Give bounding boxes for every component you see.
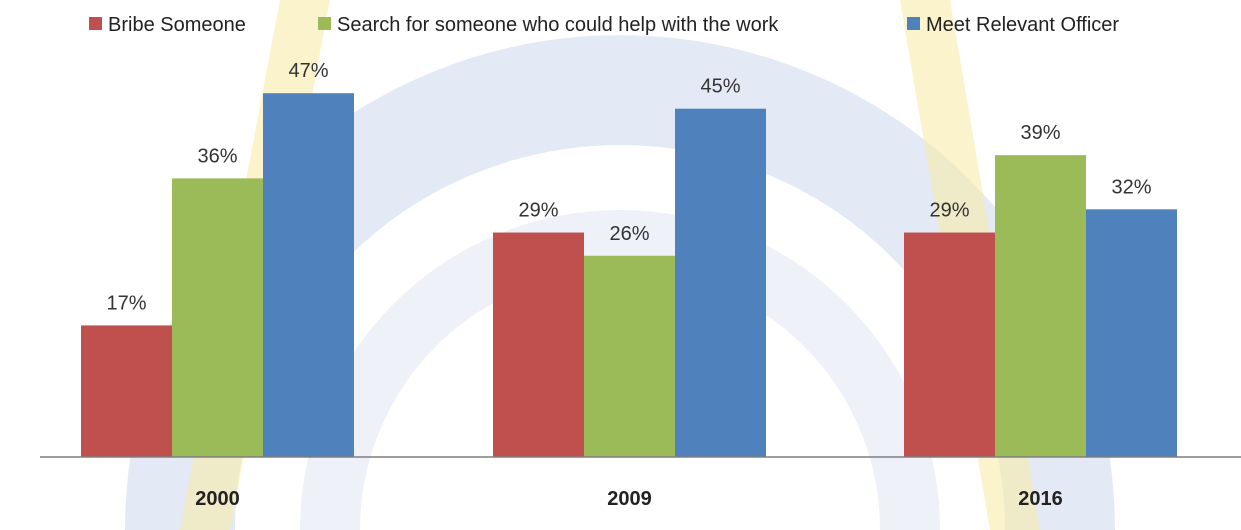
bar	[584, 255, 675, 457]
legend-label: Bribe Someone	[108, 14, 246, 36]
legend-label: Search for someone who could help with t…	[337, 14, 779, 36]
legend-swatch	[907, 17, 920, 30]
category-label: 2016	[1018, 488, 1063, 510]
bar	[904, 232, 995, 457]
legend-swatch	[318, 17, 331, 30]
data-label: 32%	[1111, 176, 1151, 198]
data-label: 45%	[700, 76, 740, 98]
bar	[263, 93, 354, 457]
bar	[995, 155, 1086, 457]
bar	[81, 325, 172, 457]
category-label: 2000	[195, 488, 240, 510]
data-label: 36%	[197, 145, 237, 167]
category-label: 2009	[607, 488, 652, 510]
data-label: 17%	[106, 292, 146, 314]
data-label: 39%	[1020, 122, 1060, 144]
data-label: 29%	[518, 200, 558, 222]
watermark-arc-inner	[300, 210, 940, 530]
bar	[493, 232, 584, 457]
data-label: 47%	[288, 60, 328, 82]
bar	[675, 108, 766, 457]
data-label: 26%	[609, 223, 649, 245]
bar	[1086, 209, 1177, 457]
legend: Bribe Someone Search for someone who coul…	[89, 14, 1119, 36]
bar	[172, 178, 263, 458]
legend-label: Meet Relevant Officer	[926, 14, 1119, 36]
legend-swatch	[89, 17, 102, 30]
bars: 17% 36% 47% 29% 26% 45% 29% 39% 32%	[81, 60, 1177, 458]
category-labels: 2000 2009 2016	[195, 488, 1063, 510]
data-label: 29%	[929, 200, 969, 222]
